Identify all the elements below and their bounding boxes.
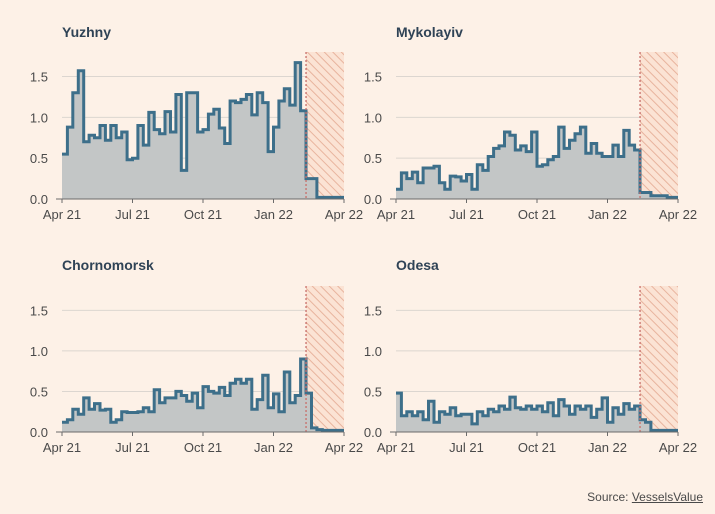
x-tick-label: Jan 22 (588, 440, 627, 455)
x-tick-label: Apr 22 (659, 207, 697, 222)
y-tick-label: 0.5 (364, 151, 382, 166)
x-tick-label: Jan 22 (254, 207, 293, 222)
x-tick-label: Apr 21 (43, 207, 81, 222)
panel-odesa: Odesa 0.0 0.5 1.0 1.5 Apr 21 Jul 21 Oct 21 Jan 2… (364, 257, 697, 455)
y-tick-label: 0.5 (364, 384, 382, 399)
panel-yuzhny: Yuzhny 0.0 0.5 1.0 1.5 Apr 21 Jul 21 Oct 21 Jan … (30, 24, 363, 222)
y-tick-label: 1.5 (30, 303, 48, 318)
panel-title: Chornomorsk (62, 257, 154, 273)
x-tick-label: Jul 21 (115, 440, 150, 455)
panel-title: Yuzhny (62, 24, 111, 40)
panel-title: Mykolayiv (396, 24, 463, 40)
shaded-region (640, 52, 678, 199)
x-tick-label: Oct 21 (184, 207, 222, 222)
source-prefix: Source: (587, 490, 632, 504)
x-tick-label: Oct 21 (184, 440, 222, 455)
y-tick-label: 0.0 (364, 192, 382, 207)
y-tick-label: 1.0 (364, 110, 382, 125)
y-tick-label: 1.5 (30, 70, 48, 85)
panel-chornomorsk: Chornomorsk 0.0 0.5 1.0 1.5 Apr 21 Jul 21 Oct 2… (30, 257, 363, 455)
x-tick-label: Jul 21 (115, 207, 150, 222)
y-tick-label: 1.5 (364, 70, 382, 85)
y-tick-label: 0.5 (30, 384, 48, 399)
y-tick-label: 1.0 (364, 344, 382, 359)
source-link[interactable]: VesselsValue (631, 490, 703, 504)
x-tick-label: Apr 22 (325, 207, 363, 222)
x-tick-label: Apr 22 (325, 440, 363, 455)
y-tick-label: 0.5 (30, 151, 48, 166)
source-note: Source: VesselsValue (587, 490, 703, 504)
x-tick-label: Apr 21 (43, 440, 81, 455)
shaded-region (306, 52, 344, 199)
shaded-region (640, 286, 678, 432)
x-tick-label: Oct 21 (518, 207, 556, 222)
x-tick-label: Jul 21 (449, 207, 484, 222)
series-line (62, 357, 344, 432)
y-tick-label: 0.0 (364, 425, 382, 440)
y-tick-label: 1.0 (30, 110, 48, 125)
x-tick-label: Apr 21 (377, 207, 415, 222)
y-tick-label: 0.0 (30, 425, 48, 440)
series-line (396, 391, 678, 432)
y-tick-label: 1.5 (364, 303, 382, 318)
x-tick-label: Apr 22 (659, 440, 697, 455)
y-tick-label: 0.0 (30, 192, 48, 207)
panel-mykolayiv: Mykolayiv 0.0 0.5 1.0 1.5 Apr 21 Jul 21 Oct 21 J… (364, 24, 697, 222)
series-line (396, 125, 678, 199)
x-tick-label: Jan 22 (588, 207, 627, 222)
x-tick-label: Jul 21 (449, 440, 484, 455)
y-tick-label: 1.0 (30, 344, 48, 359)
series-line (62, 61, 344, 199)
panel-title: Odesa (396, 257, 439, 273)
x-tick-label: Apr 21 (377, 440, 415, 455)
x-tick-label: Oct 21 (518, 440, 556, 455)
x-tick-label: Jan 22 (254, 440, 293, 455)
